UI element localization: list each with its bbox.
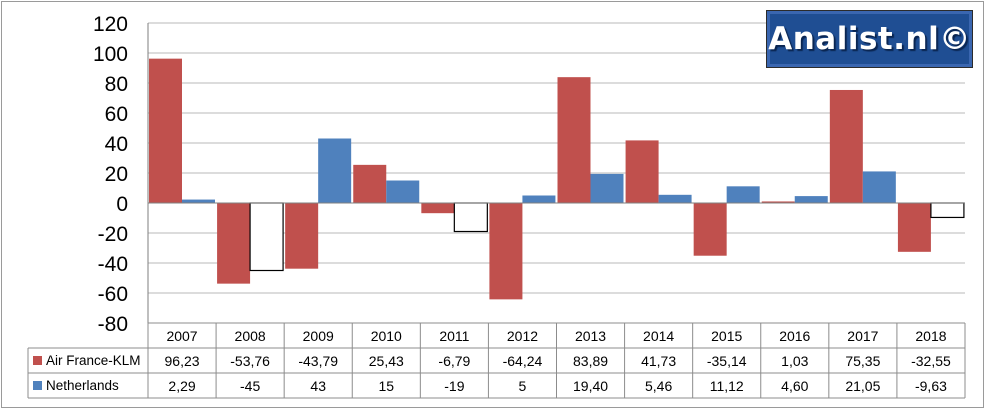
bar-afklm-2012 — [489, 203, 523, 300]
y-tick-label: -80 — [98, 313, 128, 336]
category-label: 2008 — [235, 328, 266, 344]
bar-netherlands-2009 — [318, 138, 352, 203]
category-label: 2010 — [371, 328, 402, 344]
category-label: 2016 — [779, 328, 810, 344]
bar-netherlands-2011 — [453, 202, 488, 233]
data-label: 5,46 — [645, 378, 672, 394]
data-label: 43 — [310, 378, 326, 394]
data-label: 19,40 — [573, 378, 608, 394]
legend-label: Netherlands — [46, 378, 119, 393]
y-tick-label: -40 — [98, 253, 128, 276]
data-label: 75,35 — [845, 353, 880, 369]
category-label: 2013 — [575, 328, 606, 344]
y-tick-label: 20 — [105, 163, 128, 186]
y-tick-label: -60 — [98, 283, 128, 306]
category-label: 2012 — [507, 328, 538, 344]
data-label: 15 — [379, 378, 395, 394]
bar-netherlands-2016 — [794, 196, 828, 203]
legend-key-1 — [33, 381, 42, 390]
bar-netherlands-2017 — [862, 171, 896, 203]
y-tick-label: 60 — [105, 103, 128, 126]
category-label: 2015 — [711, 328, 742, 344]
data-label: 11,12 — [710, 378, 744, 394]
y-tick-label: 100 — [93, 43, 128, 66]
bar-netherlands-2015 — [726, 186, 760, 203]
data-label: 2,29 — [168, 378, 195, 394]
bar-netherlands-2018 — [930, 202, 965, 219]
y-tick-label: 0 — [116, 193, 128, 216]
bar-netherlands-2013 — [590, 173, 624, 203]
bar-afklm-2018 — [897, 203, 931, 252]
legend-label: Air France-KLM — [46, 353, 141, 368]
category-label: 2017 — [847, 328, 878, 344]
bar-afklm-2015 — [693, 203, 727, 256]
legend-key-0 — [33, 356, 42, 365]
category-label: 2011 — [439, 328, 469, 344]
bar-afklm-2013 — [557, 77, 591, 203]
data-label: -43,79 — [298, 353, 338, 369]
category-label: 2009 — [303, 328, 334, 344]
y-tick-label: 80 — [105, 73, 128, 96]
bar-netherlands-2008 — [249, 202, 284, 272]
data-label: 4,60 — [781, 378, 808, 394]
category-label: 2014 — [643, 328, 674, 344]
bar-afklm-2007 — [149, 58, 182, 203]
data-label: 25,43 — [369, 353, 404, 369]
data-label: -45 — [240, 378, 260, 394]
bar-afklm-2009 — [285, 203, 319, 269]
bar-netherlands-2007 — [182, 199, 215, 203]
y-tick-label: 40 — [105, 133, 128, 156]
category-label: 2018 — [915, 328, 946, 344]
data-label: -19 — [444, 378, 464, 394]
bar-afklm-2010 — [353, 164, 387, 203]
data-label: 83,89 — [573, 353, 608, 369]
data-label: -6,79 — [438, 353, 470, 369]
bar-afklm-2011 — [421, 203, 455, 214]
bar-netherlands-2012 — [522, 195, 556, 203]
data-label: 96,23 — [165, 353, 200, 369]
bar-afklm-2014 — [625, 140, 659, 203]
data-label: -35,14 — [707, 353, 747, 369]
y-tick-label: -20 — [98, 223, 128, 246]
data-label: 41,73 — [641, 353, 676, 369]
data-label: -53,76 — [230, 353, 270, 369]
y-tick-label: 120 — [93, 13, 128, 36]
bar-afklm-2017 — [829, 89, 863, 203]
logo-text: Analist.nl© — [768, 21, 971, 57]
data-label: -9,63 — [915, 378, 947, 394]
analist-logo[interactable]: Analist.nl© — [766, 10, 973, 68]
bar-afklm-2016 — [761, 201, 795, 203]
bar-netherlands-2014 — [658, 194, 692, 203]
data-label: -32,55 — [911, 353, 951, 369]
bar-afklm-2008 — [217, 203, 251, 284]
category-label: 2007 — [166, 328, 197, 344]
data-label: 5 — [519, 378, 527, 394]
data-label: 1,03 — [781, 353, 808, 369]
data-label: 21,05 — [845, 378, 880, 394]
data-label: -64,24 — [503, 353, 543, 369]
bar-netherlands-2010 — [386, 180, 420, 203]
